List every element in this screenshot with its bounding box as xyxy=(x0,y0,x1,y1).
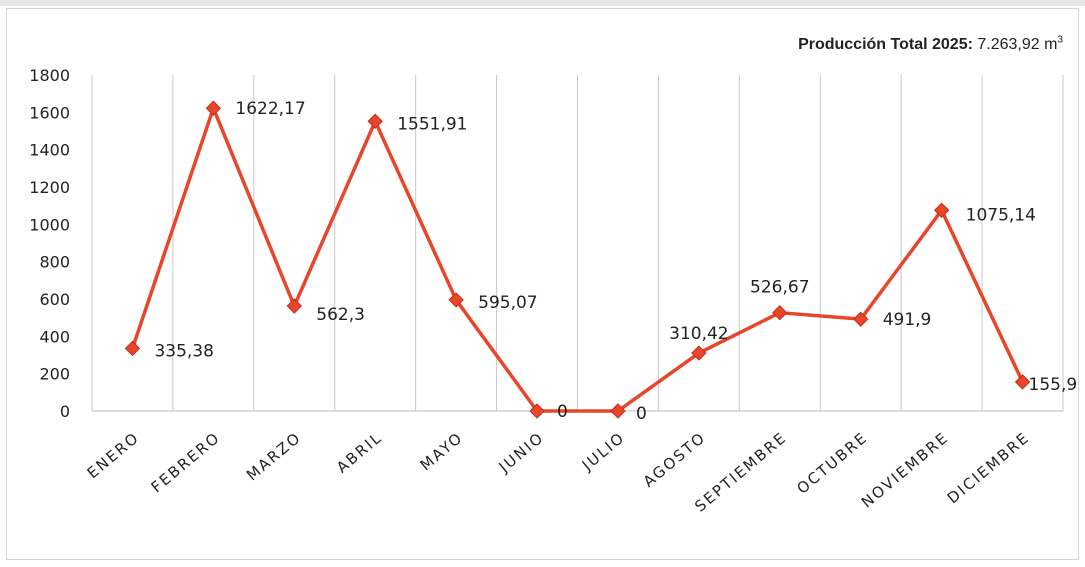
data-point-marker xyxy=(610,403,626,419)
y-tick-label: 800 xyxy=(39,253,70,272)
total-production-value: 7.263,92 m xyxy=(977,36,1058,53)
x-tick-label: AGOSTO xyxy=(640,428,710,491)
y-tick-label: 0 xyxy=(60,402,70,421)
y-tick-label: 200 xyxy=(39,365,70,384)
x-tick-label: DICIEMBRE xyxy=(944,428,1033,507)
series-line xyxy=(130,106,1025,413)
y-tick-label: 1800 xyxy=(29,66,70,85)
data-point-marker xyxy=(1014,374,1031,390)
total-production-label: Producción Total 2025: 7.263,92 m3 xyxy=(798,34,1063,54)
data-point-marker xyxy=(124,340,141,357)
data-label: 1075,14 xyxy=(966,205,1036,225)
data-point-marker xyxy=(933,202,950,219)
x-tick-label: ENERO xyxy=(84,428,143,482)
y-tick-label: 1200 xyxy=(29,178,70,197)
x-tick-label: FEBRERO xyxy=(148,428,224,496)
data-label: 335,38 xyxy=(154,341,213,361)
x-tick-label: JULIO xyxy=(578,428,629,475)
data-point-marker xyxy=(205,100,222,116)
data-point-marker xyxy=(853,311,869,327)
data-point-marker xyxy=(691,345,707,361)
x-tick-label: JUNIO xyxy=(495,428,548,476)
unit-exponent: 3 xyxy=(1057,34,1063,46)
data-label: 155,9 xyxy=(1029,375,1078,395)
x-tick-label: NOVIEMBRE xyxy=(858,428,952,511)
x-tick-label: ABRIL xyxy=(333,428,386,476)
data-label: 1551,91 xyxy=(397,114,467,134)
data-label: 0 xyxy=(557,402,568,422)
data-label: 310,42 xyxy=(669,324,728,344)
x-tick-label: MAYO xyxy=(417,428,467,474)
y-tick-label: 1000 xyxy=(29,215,70,234)
y-tick-label: 1600 xyxy=(29,103,70,122)
data-point-marker xyxy=(448,292,464,308)
data-label: 0 xyxy=(636,404,647,424)
data-label: 562,3 xyxy=(316,305,365,325)
data-label: 526,67 xyxy=(750,278,809,298)
chart-frame xyxy=(6,8,1079,560)
data-point-marker xyxy=(529,403,545,419)
data-label: 1622,17 xyxy=(235,99,305,119)
data-point-marker xyxy=(772,304,788,321)
data-point-marker xyxy=(367,113,383,130)
y-tick-label: 600 xyxy=(39,290,70,309)
top-border xyxy=(0,0,1085,6)
x-tick-label: MARZO xyxy=(243,428,305,484)
total-production-title: Producción Total 2025: xyxy=(798,36,973,53)
y-tick-label: 1400 xyxy=(29,141,70,160)
data-label: 491,9 xyxy=(883,310,932,330)
x-tick-label: OCTUBRE xyxy=(793,428,871,497)
data-point-marker xyxy=(286,298,302,314)
y-tick-label: 400 xyxy=(39,327,70,346)
data-label: 595,07 xyxy=(478,293,537,313)
